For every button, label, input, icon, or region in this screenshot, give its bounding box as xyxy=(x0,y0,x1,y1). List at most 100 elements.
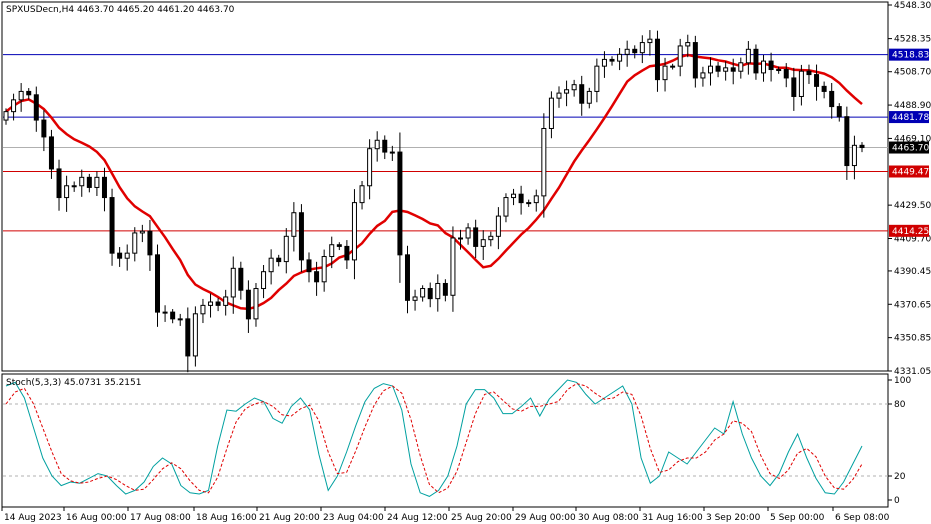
candle-body xyxy=(768,60,774,71)
level-tag-label: 4481.78 xyxy=(892,113,929,123)
candle xyxy=(798,64,804,106)
candle-body xyxy=(503,197,509,217)
candle xyxy=(586,87,592,109)
candle xyxy=(162,305,168,322)
stoch-label: Stoch(5,3,3) 45.0731 35.2151 xyxy=(6,378,141,388)
candle xyxy=(86,173,92,193)
candle xyxy=(200,298,206,324)
candle-body xyxy=(420,288,426,298)
x-tick-label: 21 Aug 20:00 xyxy=(259,513,320,523)
candle xyxy=(79,169,85,197)
candle-body xyxy=(162,311,168,314)
x-tick-label: 6 Sep 08:00 xyxy=(835,513,890,523)
stoch-tick-label: 0 xyxy=(894,496,900,506)
candle-body xyxy=(745,48,751,64)
candle xyxy=(503,193,509,223)
candle xyxy=(420,285,426,302)
candle xyxy=(245,280,251,333)
candle-body xyxy=(351,202,357,261)
candle-body xyxy=(692,42,698,79)
y-tick-label: 4409.70 xyxy=(894,234,931,244)
candle xyxy=(473,219,479,259)
candle xyxy=(208,293,214,318)
candle-body xyxy=(147,230,153,256)
candle-body xyxy=(382,139,388,153)
x-tick-label: 31 Aug 16:00 xyxy=(642,513,703,523)
candle xyxy=(147,219,153,271)
candle-body xyxy=(761,60,767,74)
candle xyxy=(230,256,236,314)
candle-body xyxy=(132,232,138,254)
x-tick-label: 17 Aug 08:00 xyxy=(130,513,191,523)
candle-body xyxy=(367,148,373,187)
candle xyxy=(548,91,554,139)
candle xyxy=(261,264,267,299)
candle-body xyxy=(798,70,804,97)
x-tick-label: 3 Sep 20:00 xyxy=(706,513,761,523)
candle xyxy=(382,135,388,160)
candle-body xyxy=(670,65,676,68)
candle xyxy=(177,313,183,326)
candle xyxy=(170,309,176,324)
candle xyxy=(654,30,660,92)
candle xyxy=(71,181,77,192)
candle xyxy=(26,88,32,100)
candle xyxy=(851,135,857,180)
candle-body xyxy=(495,215,501,237)
y-tick-label: 4508.70 xyxy=(894,68,931,78)
candle-body xyxy=(753,48,759,74)
candle xyxy=(624,40,630,67)
candle xyxy=(397,132,403,283)
candle xyxy=(412,289,418,311)
candle xyxy=(185,307,191,373)
stoch-pane[interactable] xyxy=(1,373,889,508)
candle xyxy=(139,224,145,243)
candle-body xyxy=(283,235,289,263)
candle xyxy=(685,34,691,58)
candle xyxy=(283,228,289,274)
candle xyxy=(458,229,464,250)
candle-body xyxy=(389,151,395,154)
y-tick-label: 4331.05 xyxy=(894,367,931,377)
candle xyxy=(109,188,115,266)
candle xyxy=(761,54,767,82)
level-tag-label: 4414.25 xyxy=(892,227,929,237)
candle-body xyxy=(458,237,464,240)
candle xyxy=(753,44,759,80)
candle xyxy=(374,131,380,162)
x-tick-label: 25 Aug 20:00 xyxy=(451,513,512,523)
candle xyxy=(571,79,577,97)
candle xyxy=(450,226,456,312)
candle-body xyxy=(33,94,39,121)
level-tag xyxy=(889,111,929,124)
candle xyxy=(723,61,729,81)
candle-body xyxy=(488,235,494,241)
candle xyxy=(564,80,570,107)
candle-body xyxy=(139,230,145,234)
candle xyxy=(276,254,282,267)
candle xyxy=(33,86,39,132)
candle xyxy=(639,35,645,64)
candle-body xyxy=(11,99,17,113)
candle xyxy=(306,252,312,283)
candle xyxy=(776,66,782,74)
y-tick-label: 4350.85 xyxy=(894,334,931,344)
candle xyxy=(745,41,751,75)
level-tag-label: 4518.83 xyxy=(892,51,929,61)
stoch-tick-label: 100 xyxy=(894,376,911,386)
candle-body xyxy=(321,256,327,283)
candle-body xyxy=(473,227,479,247)
level-tag-label: 4449.47 xyxy=(892,167,929,177)
candle xyxy=(844,106,850,180)
candle-body xyxy=(556,92,562,99)
x-tick-label: 29 Aug 00:00 xyxy=(515,513,576,523)
candle xyxy=(18,83,24,112)
candle xyxy=(11,93,17,121)
candle xyxy=(351,189,357,280)
candle xyxy=(344,240,350,269)
level-tag xyxy=(889,48,929,61)
candle-body xyxy=(359,185,365,204)
candle xyxy=(253,282,259,327)
candle-body xyxy=(700,72,706,79)
